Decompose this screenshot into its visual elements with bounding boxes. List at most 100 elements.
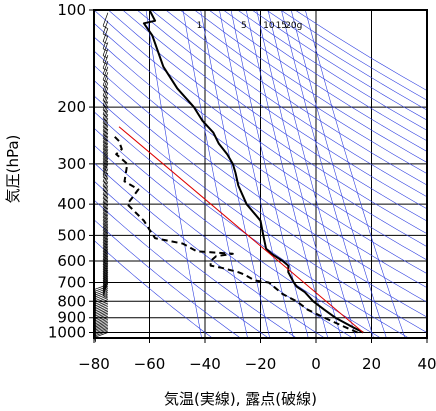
dry-adiabats xyxy=(94,10,427,338)
wind-barb-flag xyxy=(102,55,108,59)
dry-adiabat-line xyxy=(94,219,241,338)
wind-barb xyxy=(94,309,108,315)
dry-adiabat-line xyxy=(94,199,269,338)
y-tick-label: 700 xyxy=(57,274,86,292)
wind-barb xyxy=(94,329,108,335)
wind-barb xyxy=(94,312,108,319)
wind-barb xyxy=(102,280,109,294)
wind-barb-flag xyxy=(102,285,108,289)
wind-barb-flag xyxy=(102,253,108,257)
x-axis-ticks: −80 −60 −40 −20 0 20 40 xyxy=(78,338,436,373)
wind-barb-flag xyxy=(102,122,108,126)
wind-barb xyxy=(102,152,109,166)
wind-barb-flag xyxy=(102,194,108,198)
wind-barb xyxy=(94,330,108,337)
wind-barb xyxy=(94,299,108,305)
wind-barb xyxy=(94,304,108,310)
wind-barb-flag xyxy=(102,230,108,234)
dry-adiabat-line xyxy=(94,22,427,261)
profile-series xyxy=(112,10,364,334)
y-tick-label: 500 xyxy=(57,226,86,244)
dry-adiabat-line xyxy=(94,144,353,338)
wind-barb-flag xyxy=(102,223,108,227)
wind-barb-flag xyxy=(102,245,108,249)
wind-barb xyxy=(94,318,108,325)
wind-barb-flag xyxy=(102,273,108,277)
mixing-ratio-label: 10 xyxy=(263,21,275,31)
dry-adiabat-line xyxy=(94,95,427,333)
wind-barb-flag xyxy=(102,206,108,210)
wind-barb-flag xyxy=(102,73,108,78)
dry-adiabat-line xyxy=(94,50,427,289)
wind-barb-flag xyxy=(102,141,108,146)
wind-barb-flag xyxy=(102,280,108,284)
wind-barb-flag xyxy=(102,289,108,293)
y-tick-label: 400 xyxy=(57,195,86,213)
mixing-ratio-line xyxy=(290,10,387,338)
wind-barb-flag xyxy=(102,261,108,265)
wind-barb-flag xyxy=(102,236,108,240)
wind-barb-flag xyxy=(102,134,108,138)
wind-barb xyxy=(94,323,108,329)
wind-barb xyxy=(102,72,109,86)
wind-barb-flag xyxy=(102,264,108,268)
dry-adiabat-line xyxy=(94,180,297,338)
wind-barb xyxy=(102,92,109,106)
wind-barb-flag xyxy=(102,213,108,217)
wind-barb-flag xyxy=(102,271,108,275)
wind-barb xyxy=(94,302,108,309)
y-tick-label: 100 xyxy=(57,1,86,19)
temperature-line xyxy=(142,10,364,334)
wind-barb xyxy=(102,60,109,75)
y-tick-label: 200 xyxy=(57,98,86,116)
wind-barb xyxy=(94,322,108,328)
wind-barb xyxy=(102,269,109,284)
mixing-ratio-line xyxy=(230,10,309,338)
wind-barb xyxy=(94,320,108,326)
y-tick-label: 600 xyxy=(57,252,86,270)
wind-barb-flag xyxy=(102,165,108,169)
wind-barb-flag xyxy=(102,269,108,273)
x-tick-label: −20 xyxy=(245,355,277,373)
wind-barb-flag xyxy=(102,190,108,194)
x-tick-label: −80 xyxy=(78,355,110,373)
wind-barb xyxy=(102,223,109,238)
wind-barb xyxy=(102,200,109,214)
wind-barb xyxy=(102,82,109,96)
wind-barb xyxy=(94,332,108,338)
wind-barb xyxy=(94,295,108,302)
wind-barb-flag xyxy=(102,48,108,52)
wind-barb-flag xyxy=(102,109,108,113)
wind-barb-flag xyxy=(102,25,108,29)
x-tick-label: −40 xyxy=(189,355,221,373)
dry-adiabat-line xyxy=(94,80,427,318)
x-tick-label: −60 xyxy=(134,355,166,373)
dry-adiabat-line xyxy=(194,10,427,163)
mixing-ratio-label: 20g xyxy=(285,21,302,31)
y-tick-label: 1000 xyxy=(48,324,86,342)
wind-barb xyxy=(102,35,109,49)
wind-barb xyxy=(94,327,108,334)
wind-barb-flag xyxy=(102,41,108,45)
wind-barb xyxy=(94,326,108,332)
wind-barb-flag xyxy=(102,105,108,109)
wind-barb xyxy=(102,135,109,150)
wind-barb-flag xyxy=(102,130,108,134)
wind-barb-flag xyxy=(102,90,108,94)
wind-barb-flag xyxy=(102,266,108,270)
dry-adiabat-line xyxy=(94,111,409,338)
mixing-ratio-line xyxy=(245,10,329,338)
wind-barb-flag xyxy=(102,173,108,177)
wind-barb-flag xyxy=(102,138,108,142)
wind-barb-flag xyxy=(102,33,108,37)
wind-barb-flag xyxy=(102,251,108,255)
wind-barb-flag xyxy=(102,85,108,89)
dry-adiabat-line xyxy=(94,36,427,274)
wind-barb-flag xyxy=(102,114,108,118)
wind-barb xyxy=(102,267,109,282)
wind-barb-flag xyxy=(102,278,108,282)
mixing-ratio-line xyxy=(281,10,374,338)
wind-barb-flag xyxy=(102,256,108,260)
